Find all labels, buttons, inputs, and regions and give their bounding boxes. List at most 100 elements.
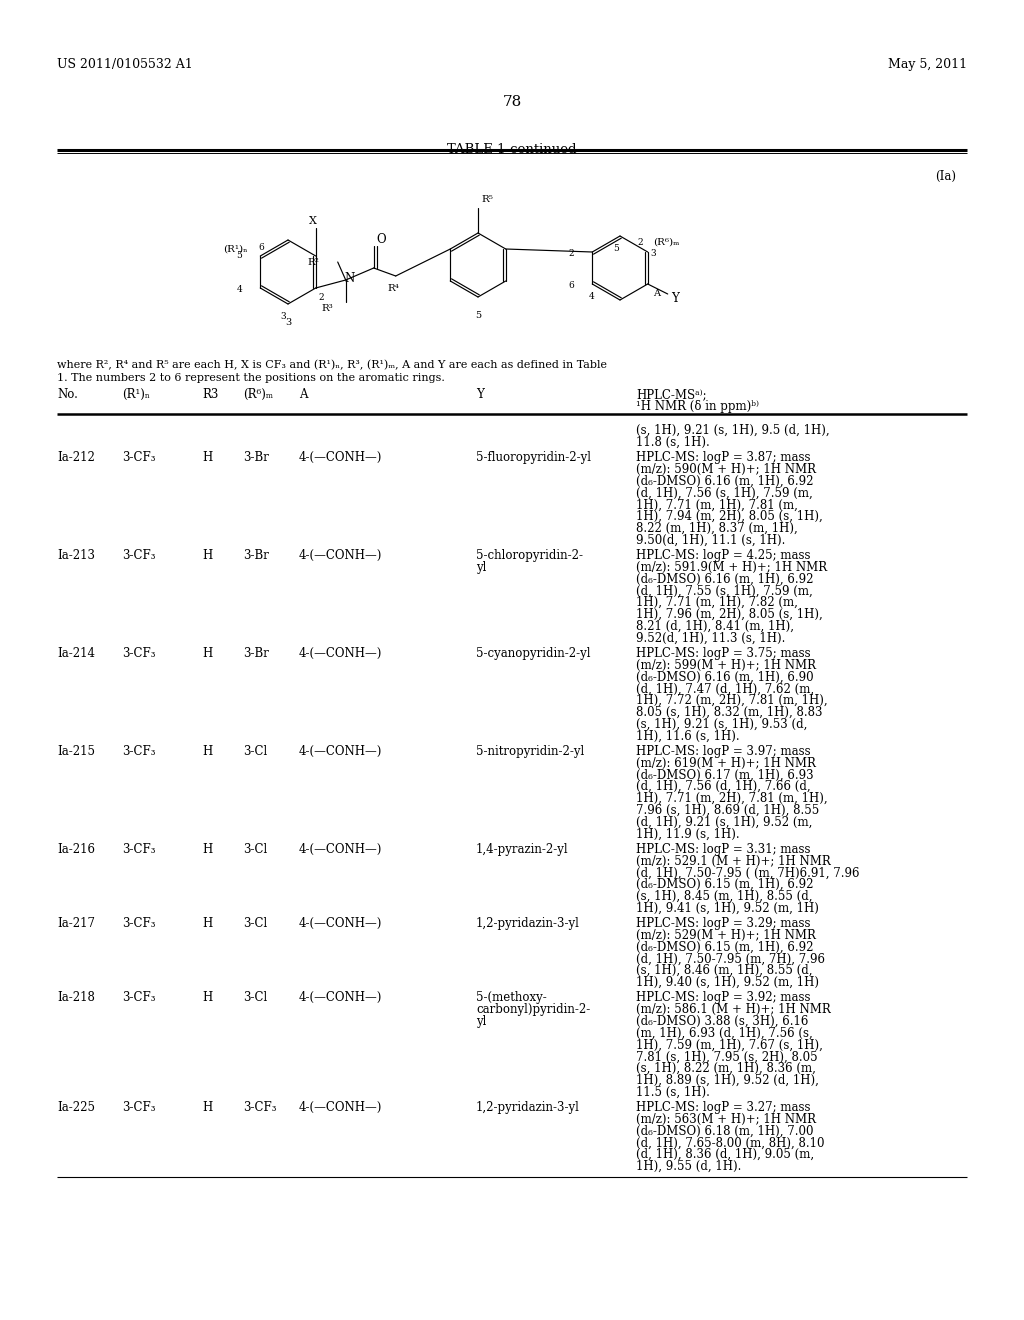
Text: (d₆-DMSO) 6.17 (m, 1H), 6.93: (d₆-DMSO) 6.17 (m, 1H), 6.93 xyxy=(636,768,814,781)
Text: 9.52(d, 1H), 11.3 (s, 1H).: 9.52(d, 1H), 11.3 (s, 1H). xyxy=(636,631,785,644)
Text: No.: No. xyxy=(57,388,78,401)
Text: 8.05 (s, 1H), 8.32 (m, 1H), 8.83: 8.05 (s, 1H), 8.32 (m, 1H), 8.83 xyxy=(636,706,822,719)
Text: (d, 1H), 8.36 (d, 1H), 9.05 (m,: (d, 1H), 8.36 (d, 1H), 9.05 (m, xyxy=(636,1148,814,1162)
Text: where R², R⁴ and R⁵ are each H, X is CF₃ and (R¹)ₙ, R³, (R¹)ₘ, A and Y are each : where R², R⁴ and R⁵ are each H, X is CF₃… xyxy=(57,360,607,371)
Text: (R¹)ₙ: (R¹)ₙ xyxy=(223,246,248,253)
Text: (m/z): 590(M + H)+; 1H NMR: (m/z): 590(M + H)+; 1H NMR xyxy=(636,463,816,477)
Text: 4-(—CONH—): 4-(—CONH—) xyxy=(299,917,382,931)
Text: 3-Cl: 3-Cl xyxy=(243,991,267,1005)
Text: 3: 3 xyxy=(650,249,656,257)
Text: 2: 2 xyxy=(568,249,574,257)
Text: 3-Br: 3-Br xyxy=(243,451,269,465)
Text: 5-(methoxy-: 5-(methoxy- xyxy=(476,991,547,1005)
Text: (d, 1H), 7.65-8.00 (m, 8H), 8.10: (d, 1H), 7.65-8.00 (m, 8H), 8.10 xyxy=(636,1137,824,1150)
Text: 5-cyanopyridin-2-yl: 5-cyanopyridin-2-yl xyxy=(476,647,591,660)
Text: 1H), 9.55 (d, 1H).: 1H), 9.55 (d, 1H). xyxy=(636,1160,741,1173)
Text: (d₆-DMSO) 6.16 (m, 1H), 6.92: (d₆-DMSO) 6.16 (m, 1H), 6.92 xyxy=(636,475,813,487)
Text: 2: 2 xyxy=(638,238,643,247)
Text: 4: 4 xyxy=(588,292,594,301)
Text: 1H), 7.71 (m, 1H), 7.81 (m,: 1H), 7.71 (m, 1H), 7.81 (m, xyxy=(636,498,798,511)
Text: 1H), 9.41 (s, 1H), 9.52 (m, 1H): 1H), 9.41 (s, 1H), 9.52 (m, 1H) xyxy=(636,902,819,915)
Text: HPLC-MS: logP = 3.75; mass: HPLC-MS: logP = 3.75; mass xyxy=(636,647,811,660)
Text: 2: 2 xyxy=(318,293,325,302)
Text: (d₆-DMSO) 6.16 (m, 1H), 6.92: (d₆-DMSO) 6.16 (m, 1H), 6.92 xyxy=(636,573,813,586)
Text: 1H), 9.40 (s, 1H), 9.52 (m, 1H): 1H), 9.40 (s, 1H), 9.52 (m, 1H) xyxy=(636,975,819,989)
Text: 1. The numbers 2 to 6 represent the positions on the aromatic rings.: 1. The numbers 2 to 6 represent the posi… xyxy=(57,374,444,383)
Text: 11.8 (s, 1H).: 11.8 (s, 1H). xyxy=(636,436,710,449)
Text: R³: R³ xyxy=(322,304,334,313)
Text: (m/z): 529.1 (M + H)+; 1H NMR: (m/z): 529.1 (M + H)+; 1H NMR xyxy=(636,854,830,867)
Text: (m/z): 529(M + H)+; 1H NMR: (m/z): 529(M + H)+; 1H NMR xyxy=(636,929,816,941)
Text: H: H xyxy=(202,744,212,758)
Text: US 2011/0105532 A1: US 2011/0105532 A1 xyxy=(57,58,193,71)
Text: (d₆-DMSO) 3.88 (s, 3H), 6.16: (d₆-DMSO) 3.88 (s, 3H), 6.16 xyxy=(636,1015,808,1028)
Text: 4-(—CONH—): 4-(—CONH—) xyxy=(299,744,382,758)
Text: 5-fluoropyridin-2-yl: 5-fluoropyridin-2-yl xyxy=(476,451,591,465)
Text: yl: yl xyxy=(476,561,486,574)
Text: 11.5 (s, 1H).: 11.5 (s, 1H). xyxy=(636,1085,710,1098)
Text: 3-CF₃: 3-CF₃ xyxy=(122,1101,156,1114)
Text: (d, 1H), 7.47 (d, 1H), 7.62 (m,: (d, 1H), 7.47 (d, 1H), 7.62 (m, xyxy=(636,682,814,696)
Text: 4-(—CONH—): 4-(—CONH—) xyxy=(299,451,382,465)
Text: 1H), 7.72 (m, 2H), 7.81 (m, 1H),: 1H), 7.72 (m, 2H), 7.81 (m, 1H), xyxy=(636,694,827,708)
Text: 3-CF₃: 3-CF₃ xyxy=(122,991,156,1005)
Text: O: O xyxy=(377,234,386,246)
Text: 3-Cl: 3-Cl xyxy=(243,917,267,931)
Text: Ia-215: Ia-215 xyxy=(57,744,95,758)
Text: (d₆-DMSO) 6.15 (m, 1H), 6.92: (d₆-DMSO) 6.15 (m, 1H), 6.92 xyxy=(636,941,813,953)
Text: R²: R² xyxy=(308,257,319,267)
Text: HPLC-MS: logP = 3.92; mass: HPLC-MS: logP = 3.92; mass xyxy=(636,991,811,1005)
Text: 8.22 (m, 1H), 8.37 (m, 1H),: 8.22 (m, 1H), 8.37 (m, 1H), xyxy=(636,521,798,535)
Text: (R⁶)ₘ: (R⁶)ₘ xyxy=(243,388,273,401)
Text: (s, 1H), 8.22 (m, 1H), 8.36 (m,: (s, 1H), 8.22 (m, 1H), 8.36 (m, xyxy=(636,1063,816,1074)
Text: 3-CF₃: 3-CF₃ xyxy=(122,549,156,562)
Text: Ia-212: Ia-212 xyxy=(57,451,95,465)
Text: (m, 1H), 6.93 (d, 1H), 7.56 (s,: (m, 1H), 6.93 (d, 1H), 7.56 (s, xyxy=(636,1027,813,1040)
Text: (s, 1H), 8.46 (m, 1H), 8.55 (d,: (s, 1H), 8.46 (m, 1H), 8.55 (d, xyxy=(636,964,812,977)
Text: 1H), 7.71 (m, 1H), 7.82 (m,: 1H), 7.71 (m, 1H), 7.82 (m, xyxy=(636,597,798,610)
Text: 1H), 8.89 (s, 1H), 9.52 (d, 1H),: 1H), 8.89 (s, 1H), 9.52 (d, 1H), xyxy=(636,1074,819,1086)
Text: (s, 1H), 9.21 (s, 1H), 9.5 (d, 1H),: (s, 1H), 9.21 (s, 1H), 9.5 (d, 1H), xyxy=(636,424,829,437)
Text: R⁵: R⁵ xyxy=(481,195,493,205)
Text: 1,2-pyridazin-3-yl: 1,2-pyridazin-3-yl xyxy=(476,917,580,931)
Text: N: N xyxy=(345,272,355,285)
Text: H: H xyxy=(202,549,212,562)
Text: (d, 1H), 7.56 (s, 1H), 7.59 (m,: (d, 1H), 7.56 (s, 1H), 7.59 (m, xyxy=(636,487,813,499)
Text: (d, 1H), 9.21 (s, 1H), 9.52 (m,: (d, 1H), 9.21 (s, 1H), 9.52 (m, xyxy=(636,816,812,829)
Text: X: X xyxy=(309,216,316,226)
Text: TABLE 1-continued: TABLE 1-continued xyxy=(447,143,577,156)
Text: (R⁶)ₘ: (R⁶)ₘ xyxy=(652,238,679,247)
Text: Ia-218: Ia-218 xyxy=(57,991,95,1005)
Text: (m/z): 586.1 (M + H)+; 1H NMR: (m/z): 586.1 (M + H)+; 1H NMR xyxy=(636,1003,830,1016)
Text: 4-(—CONH—): 4-(—CONH—) xyxy=(299,1101,382,1114)
Text: 3-CF₃: 3-CF₃ xyxy=(122,451,156,465)
Text: R⁴: R⁴ xyxy=(388,284,399,293)
Text: 1H), 11.6 (s, 1H).: 1H), 11.6 (s, 1H). xyxy=(636,730,739,742)
Text: Y: Y xyxy=(671,292,679,305)
Text: (d₆-DMSO) 6.15 (m, 1H), 6.92: (d₆-DMSO) 6.15 (m, 1H), 6.92 xyxy=(636,878,813,891)
Text: (d, 1H), 7.50-7.95 (m, 7H), 7.96: (d, 1H), 7.50-7.95 (m, 7H), 7.96 xyxy=(636,953,825,965)
Text: 78: 78 xyxy=(503,95,521,110)
Text: H: H xyxy=(202,842,212,855)
Text: 4-(—CONH—): 4-(—CONH—) xyxy=(299,549,382,562)
Text: HPLC-MS: logP = 3.27; mass: HPLC-MS: logP = 3.27; mass xyxy=(636,1101,811,1114)
Text: 4-(—CONH—): 4-(—CONH—) xyxy=(299,842,382,855)
Text: 3-Cl: 3-Cl xyxy=(243,842,267,855)
Text: 1,4-pyrazin-2-yl: 1,4-pyrazin-2-yl xyxy=(476,842,568,855)
Text: 3-CF₃: 3-CF₃ xyxy=(122,647,156,660)
Text: HPLC-MSᵃ⁾;: HPLC-MSᵃ⁾; xyxy=(636,388,707,401)
Text: HPLC-MS: logP = 3.29; mass: HPLC-MS: logP = 3.29; mass xyxy=(636,917,811,931)
Text: 3-CF₃: 3-CF₃ xyxy=(243,1101,276,1114)
Text: 1H), 7.71 (m, 2H), 7.81 (m, 1H),: 1H), 7.71 (m, 2H), 7.81 (m, 1H), xyxy=(636,792,827,805)
Text: HPLC-MS: logP = 4.25; mass: HPLC-MS: logP = 4.25; mass xyxy=(636,549,811,562)
Text: HPLC-MS: logP = 3.97; mass: HPLC-MS: logP = 3.97; mass xyxy=(636,744,811,758)
Text: ¹H NMR (δ in ppm)ᵇ⁾: ¹H NMR (δ in ppm)ᵇ⁾ xyxy=(636,400,759,413)
Text: (d, 1H), 7.56 (d, 1H), 7.66 (d,: (d, 1H), 7.56 (d, 1H), 7.66 (d, xyxy=(636,780,811,793)
Text: 3: 3 xyxy=(281,312,286,321)
Text: (Ia): (Ia) xyxy=(935,170,956,183)
Text: 9.50(d, 1H), 11.1 (s, 1H).: 9.50(d, 1H), 11.1 (s, 1H). xyxy=(636,533,785,546)
Text: HPLC-MS: logP = 3.87; mass: HPLC-MS: logP = 3.87; mass xyxy=(636,451,811,465)
Text: H: H xyxy=(202,1101,212,1114)
Text: 4-(—CONH—): 4-(—CONH—) xyxy=(299,647,382,660)
Text: 3-Br: 3-Br xyxy=(243,647,269,660)
